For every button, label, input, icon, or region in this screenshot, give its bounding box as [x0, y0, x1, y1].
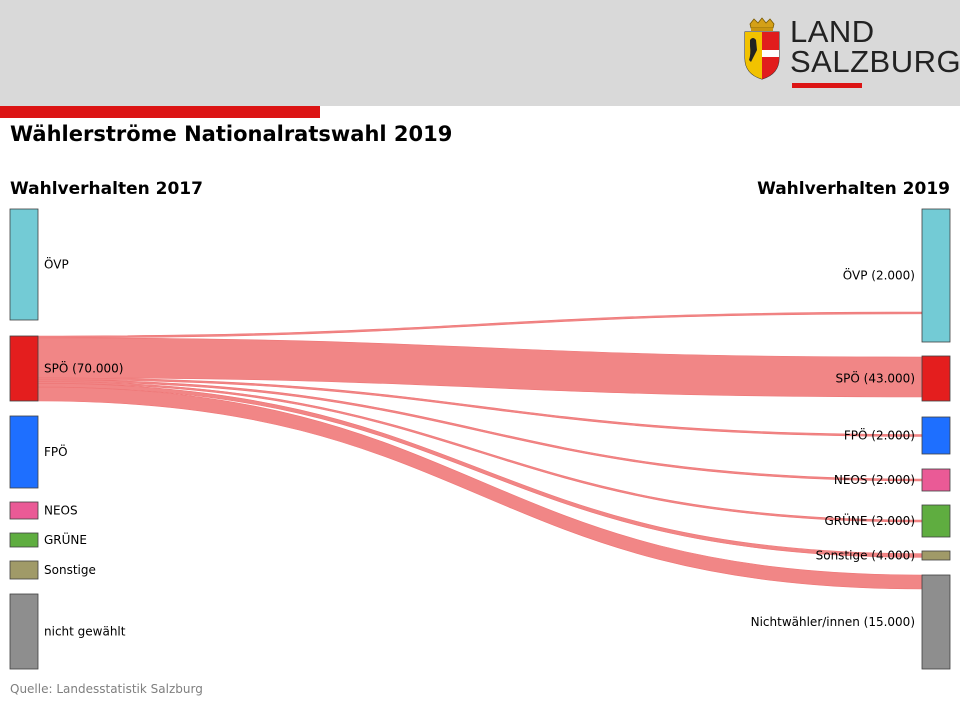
node-fpoe19 [921, 416, 951, 455]
logo-underline [792, 83, 862, 88]
logo-text: LAND SALZBURG [790, 14, 960, 79]
sankey-nodes [9, 208, 951, 670]
node-sonst19 [921, 550, 951, 561]
land-salzburg-logo: LAND SALZBURG [742, 14, 960, 90]
coat-of-arms-icon [744, 17, 780, 80]
node-sonst17 [9, 560, 39, 580]
label-nicht17: nicht gewählt [44, 625, 126, 639]
label-neos17: NEOS [44, 504, 78, 518]
page-title: Wählerströme Nationalratswahl 2019 [10, 122, 453, 146]
sankey-flows [37, 311, 923, 590]
source-note: Quelle: Landesstatistik Salzburg [10, 682, 203, 696]
left-heading: Wahlverhalten 2017 [10, 179, 203, 199]
header-band [0, 0, 960, 106]
node-neos17 [9, 501, 39, 520]
node-spoe19 [921, 355, 951, 402]
flow-spoe17-oevp19 [37, 311, 923, 339]
node-fpoe17 [9, 415, 39, 489]
label-oevp17: ÖVP [44, 256, 69, 272]
node-oevp17 [9, 208, 39, 321]
label-sonst19: Sonstige (4.000) [816, 549, 915, 563]
node-nicht17 [9, 593, 39, 670]
node-neos19 [921, 468, 951, 492]
node-gruene19 [921, 504, 951, 538]
label-neos19: NEOS (2.000) [834, 473, 915, 487]
label-fpoe17: FPÖ [44, 443, 68, 459]
logo-line-salzburg: SALZBURG [790, 44, 960, 79]
label-spoe17: SPÖ (70.000) [44, 360, 123, 376]
node-gruene17 [9, 532, 39, 548]
label-gruene17: GRÜNE [44, 531, 87, 547]
sankey-labels: ÖVP SPÖ (70.000) FPÖ NEOS GRÜNE Sonstige nicht… [44, 256, 915, 639]
node-nicht19 [921, 574, 951, 670]
flow-spoe17-nicht19 [37, 386, 923, 590]
accent-red-bar [0, 106, 320, 118]
node-spoe17 [9, 335, 39, 402]
right-heading: Wahlverhalten 2019 [757, 179, 950, 199]
label-sonst17: Sonstige [44, 563, 96, 577]
label-gruene19: GRÜNE (2.000) [824, 512, 915, 528]
label-oevp19: ÖVP (2.000) [843, 267, 915, 283]
label-nicht19: Nichtwähler/innen (15.000) [751, 615, 915, 629]
label-spoe19: SPÖ (43.000) [836, 370, 915, 386]
node-oevp19 [921, 208, 951, 343]
label-fpoe19: FPÖ (2.000) [844, 427, 915, 443]
logo-line-land: LAND [790, 14, 875, 49]
flow-spoe17-sonst19 [37, 383, 923, 558]
